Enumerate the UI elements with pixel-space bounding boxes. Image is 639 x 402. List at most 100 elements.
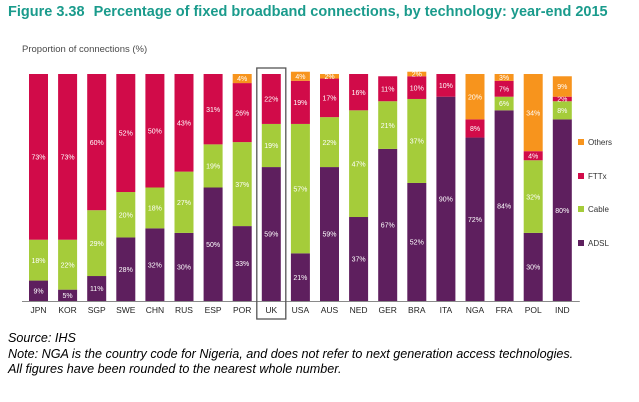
legend-swatch-adsl <box>578 240 584 246</box>
bar-cable-rus <box>174 171 194 233</box>
bar-cable-usa <box>290 123 310 254</box>
bar-cable-kor <box>58 239 78 290</box>
data-label-fttx-rus: 43% <box>177 121 191 128</box>
bar-cable-chn <box>145 187 165 229</box>
bar-cable-swe <box>116 192 136 238</box>
data-label-fttx-bra: 10% <box>410 85 424 92</box>
country-code-note: Note: NGA is the country code for Nigeri… <box>8 346 574 361</box>
bar-fttx-usa <box>290 80 310 124</box>
data-label-adsl-fra: 84% <box>497 203 511 210</box>
data-label-fttx-ind: 2% <box>557 97 567 104</box>
bar-adsl-uk <box>261 167 281 301</box>
source-note: Source: IHS <box>8 331 76 345</box>
bar-fttx-rus <box>174 74 194 172</box>
data-label-adsl-aus: 59% <box>322 232 336 239</box>
data-label-cable-rus: 27% <box>177 200 191 207</box>
bar-cable-pol <box>523 160 543 233</box>
bar-fttx-sgp <box>87 74 107 211</box>
bar-others-aus <box>320 74 339 79</box>
bar-adsl-fra <box>494 110 514 301</box>
bar-adsl-rus <box>174 232 194 301</box>
x-tick-label-ger: GER <box>378 305 396 315</box>
bar-fttx-ger <box>378 76 398 102</box>
x-tick-label-ned: NED <box>350 305 368 315</box>
data-label-cable-fra: 6% <box>499 101 509 108</box>
bar-adsl-ned <box>349 217 369 301</box>
data-label-others-nga: 20% <box>468 94 482 101</box>
data-label-fttx-fra: 7% <box>499 86 509 93</box>
x-tick-label-por: POR <box>233 305 251 315</box>
data-label-others-usa: 4% <box>295 74 305 81</box>
bar-adsl-pol <box>523 232 543 301</box>
data-label-adsl-jpn: 9% <box>33 288 43 295</box>
data-label-cable-ned: 47% <box>352 161 366 168</box>
data-label-adsl-swe: 28% <box>119 267 133 274</box>
bar-others-ind <box>552 76 572 97</box>
figure-title-text: Percentage of fixed broadband connection… <box>93 4 608 20</box>
bar-others-usa <box>290 71 310 81</box>
data-label-adsl-rus: 30% <box>177 265 191 272</box>
data-label-adsl-pol: 30% <box>526 265 540 272</box>
bar-fttx-bra <box>407 76 427 99</box>
x-tick-label-pol: POL <box>525 305 542 315</box>
data-label-fttx-pol: 4% <box>528 153 538 160</box>
bar-adsl-nga <box>465 137 485 301</box>
data-label-adsl-por: 33% <box>235 261 249 268</box>
data-label-cable-esp: 19% <box>206 164 220 171</box>
bar-adsl-ind <box>552 119 572 302</box>
bar-fttx-esp <box>203 74 223 145</box>
data-label-cable-ind: 8% <box>557 108 567 115</box>
x-tick-label-swe: SWE <box>116 305 136 315</box>
data-label-cable-aus: 22% <box>322 140 336 147</box>
data-label-fttx-aus: 17% <box>322 96 336 103</box>
data-label-cable-kor: 22% <box>61 262 75 269</box>
data-label-adsl-kor: 5% <box>63 293 73 300</box>
x-tick-label-sgp: SGP <box>88 305 106 315</box>
legend-swatch-fttx <box>578 173 584 179</box>
bar-adsl-aus <box>320 167 339 301</box>
bar-adsl-jpn <box>29 280 48 301</box>
legend-swatch-others <box>578 139 584 145</box>
bar-fttx-fra <box>494 80 514 97</box>
legend-label-others: Others <box>588 138 612 147</box>
data-label-adsl-chn: 32% <box>148 262 162 269</box>
data-label-fttx-ita: 10% <box>439 83 453 90</box>
bar-fttx-ned <box>349 74 369 111</box>
x-tick-label-jpn: JPN <box>30 305 46 315</box>
data-label-adsl-uk: 59% <box>264 232 278 239</box>
data-label-fttx-nga: 8% <box>470 126 480 133</box>
figure-number: Figure 3.38 <box>8 4 85 20</box>
x-tick-label-bra: BRA <box>408 305 426 315</box>
data-label-fttx-chn: 50% <box>148 128 162 135</box>
bar-cable-aus <box>320 117 339 168</box>
data-label-others-pol: 34% <box>526 110 540 117</box>
data-label-cable-pol: 32% <box>526 194 540 201</box>
figure-title: Figure 3.38 Percentage of fixed broadband… <box>8 4 633 20</box>
data-label-fttx-usa: 19% <box>293 100 307 107</box>
data-label-adsl-usa: 21% <box>293 275 307 282</box>
data-label-adsl-esp: 50% <box>206 242 220 249</box>
bar-fttx-pol <box>523 151 543 161</box>
data-label-fttx-uk: 22% <box>264 97 278 104</box>
bar-cable-uk <box>261 123 281 168</box>
bar-adsl-sgp <box>87 276 107 301</box>
bar-cable-ger <box>378 101 398 149</box>
data-label-others-ind: 9% <box>557 84 567 91</box>
bar-others-fra <box>494 74 514 81</box>
bar-fttx-aus <box>320 78 339 118</box>
data-label-adsl-ned: 37% <box>352 257 366 264</box>
bar-others-por <box>232 74 252 84</box>
bar-cable-esp <box>203 144 223 188</box>
data-label-others-por: 4% <box>237 76 247 83</box>
data-label-cable-jpn: 18% <box>31 258 45 265</box>
x-tick-label-nga: NGA <box>466 305 485 315</box>
data-label-cable-chn: 18% <box>148 206 162 213</box>
legend-label-cable: Cable <box>588 205 609 214</box>
data-label-fttx-swe: 52% <box>119 131 133 138</box>
x-tick-label-aus: AUS <box>321 305 339 315</box>
data-label-cable-por: 37% <box>235 182 249 189</box>
data-label-fttx-esp: 31% <box>206 107 220 114</box>
x-tick-label-usa: USA <box>292 305 310 315</box>
bar-others-nga <box>465 74 485 120</box>
x-tick-label-ita: ITA <box>440 305 453 315</box>
